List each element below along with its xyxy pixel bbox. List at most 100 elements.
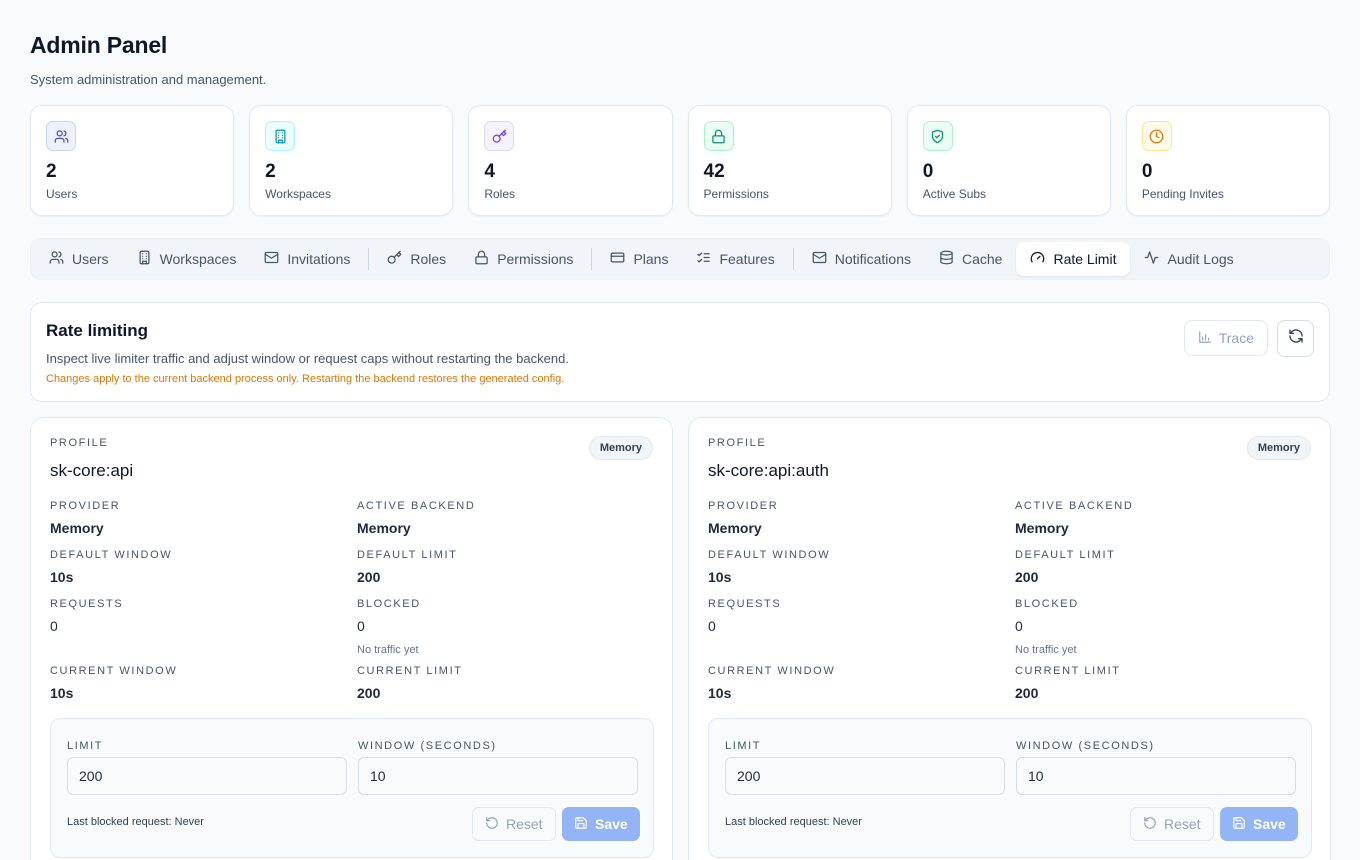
limit-input[interactable]: 200 (725, 757, 1005, 795)
profile-caption: Profile (708, 437, 767, 449)
reset-label: Reset (1164, 816, 1201, 832)
field-label: Blocked (357, 598, 421, 610)
trace-label: Trace (1218, 330, 1254, 346)
rotate-ccw-icon (1143, 816, 1157, 833)
field-value: 10s (708, 685, 732, 701)
panel-actions: Trace (1183, 320, 1314, 357)
reset-button[interactable]: Reset (472, 807, 556, 841)
save-icon (1232, 816, 1246, 833)
key-icon (387, 250, 402, 268)
reset-button[interactable]: Reset (1130, 807, 1214, 841)
tab-audit-logs[interactable]: Audit Logs (1130, 242, 1247, 276)
stat-value: 0 (922, 161, 934, 182)
tab-features[interactable]: Features (682, 242, 788, 276)
blocked-field: Blocked 0 No traffic yet (1015, 598, 1079, 656)
provider-field: Provider Memory (50, 500, 120, 536)
rotate-ccw-icon (485, 816, 499, 833)
field-value: 200 (1015, 685, 1039, 701)
credit-card-icon (610, 250, 625, 268)
refresh-button[interactable] (1277, 320, 1314, 357)
stats-row: 2 Users 2 Workspaces 4 Roles 42 Permissi… (30, 105, 1331, 216)
window-input[interactable]: 10 (358, 757, 638, 795)
profile-name: sk-core:api:auth (708, 461, 829, 480)
tab-label: Notifications (834, 251, 911, 267)
save-icon (574, 816, 588, 833)
tab-label: Roles (410, 251, 447, 267)
tab-notifications[interactable]: Notifications (798, 242, 925, 276)
field-value: 10s (50, 685, 74, 701)
field-label: Current Limit (1015, 665, 1121, 677)
tab-plans[interactable]: Plans (596, 242, 682, 276)
section-title: Rate limiting (46, 321, 149, 340)
stat-label: Users (46, 187, 78, 201)
refresh-icon (1288, 328, 1304, 349)
tab-workspaces[interactable]: Workspaces (123, 242, 251, 276)
provider-field: Provider Memory (708, 500, 778, 536)
tab-cache[interactable]: Cache (925, 242, 1016, 276)
field-label: Default Limit (357, 549, 458, 561)
profile-stats: Provider Memory Active Backend Memory De… (708, 481, 1311, 721)
users-icon (49, 250, 64, 268)
stat-label: Active Subs (922, 187, 987, 201)
building-icon (137, 250, 152, 268)
field-value: Memory (357, 520, 411, 536)
field-label: Current Window (50, 665, 178, 677)
tab-rate-limit[interactable]: Rate Limit (1016, 242, 1131, 276)
trace-button[interactable]: Trace (1183, 320, 1268, 356)
tab-separator (368, 248, 370, 270)
field-label: Default Window (708, 549, 831, 561)
lock-icon (474, 250, 489, 268)
tab-label: Invitations (287, 251, 351, 267)
tab-invitations[interactable]: Invitations (250, 242, 364, 276)
page-title: Admin Panel (30, 32, 168, 58)
requests-field: Requests 0 (708, 598, 781, 634)
window-input[interactable]: 10 (1016, 757, 1296, 795)
window-label: Window (Seconds) (358, 740, 497, 752)
profile-name: sk-core:api (50, 461, 134, 480)
section-description: Inspect live limiter traffic and adjust … (46, 351, 569, 366)
field-label: Blocked (1015, 598, 1079, 610)
field-label: Active Backend (357, 500, 476, 512)
save-button[interactable]: Save (562, 807, 640, 841)
users-icon (46, 121, 76, 151)
field-value: 0 (50, 618, 58, 634)
tab-separator (591, 248, 593, 270)
page-subtitle: System administration and management. (30, 72, 267, 87)
limit-input[interactable]: 200 (67, 757, 347, 795)
gauge-icon (1030, 250, 1045, 268)
field-value: 200 (1015, 569, 1039, 585)
field-value: 200 (357, 569, 381, 585)
stat-label: Workspaces (265, 187, 331, 201)
profile-caption: Profile (50, 437, 109, 449)
warning-text: Changes apply to the current backend pro… (46, 373, 565, 385)
field-value: 0 (1015, 618, 1023, 634)
current-limit-field: Current Limit 200 (1015, 665, 1121, 701)
current-limit-field: Current Limit 200 (357, 665, 463, 701)
stat-value: 4 (484, 161, 495, 182)
current-window-field: Current Window 10s (708, 665, 835, 701)
stat-label: Permissions (703, 187, 769, 201)
tab-users[interactable]: Users (35, 242, 123, 276)
default-window-field: Default Window 10s (708, 549, 830, 585)
tab-permissions[interactable]: Permissions (460, 242, 587, 276)
last-blocked-text: Last blocked request: Never (725, 816, 862, 828)
save-button[interactable]: Save (1220, 807, 1298, 841)
field-value: Memory (1015, 520, 1069, 536)
field-label: Provider (708, 500, 779, 512)
tab-roles[interactable]: Roles (373, 242, 460, 276)
field-value: Memory (708, 520, 762, 536)
tab-label: Features (719, 251, 775, 267)
admin-tabs: Users Workspaces Invitations Roles Permi… (30, 238, 1330, 280)
stat-card-permissions: 42 Permissions (687, 105, 892, 216)
field-label: Requests (50, 598, 124, 610)
activity-icon (1144, 250, 1159, 268)
mail-icon (812, 250, 827, 268)
stat-value: 2 (265, 161, 276, 182)
field-label: Active Backend (1015, 500, 1134, 512)
tab-separator (792, 248, 794, 270)
tab-label: Users (72, 251, 109, 267)
profile-card: Profile Memory sk-core:api Provider Memo… (30, 417, 673, 860)
tab-label: Plans (633, 251, 669, 267)
limit-editor: Limit Window (Seconds) 200 10 Last block… (50, 718, 654, 858)
building-icon (265, 121, 296, 151)
